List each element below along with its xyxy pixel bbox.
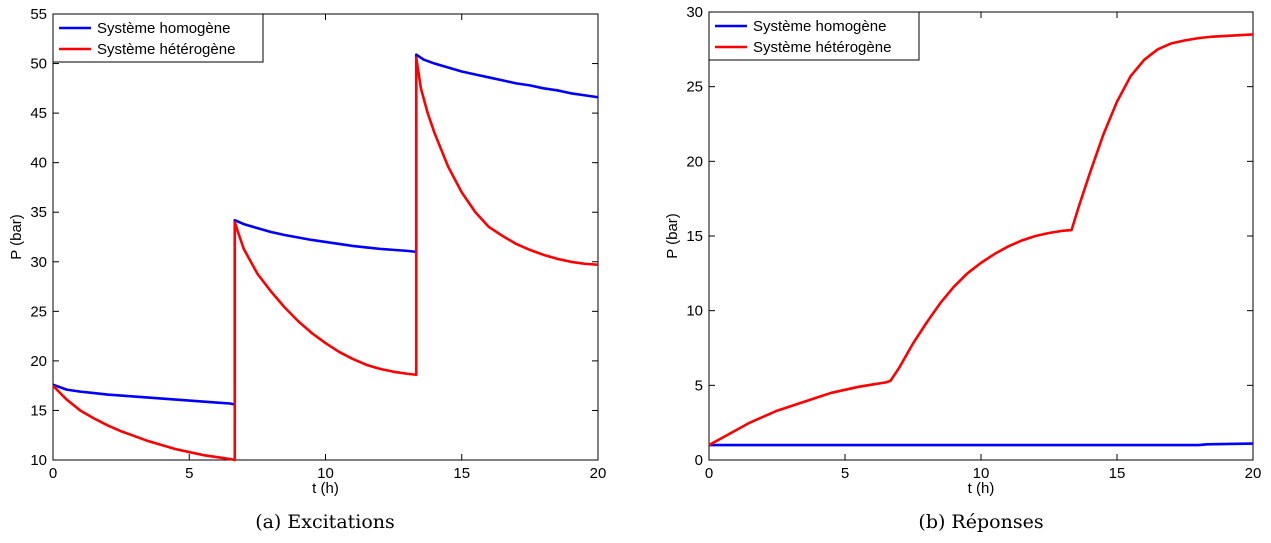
y-tick-label: 40 <box>30 155 47 172</box>
y-tick-label: 25 <box>30 303 47 320</box>
plot-area <box>52 13 599 461</box>
series-line-heterogene <box>52 56 599 462</box>
figure-caption: (a) Excitations <box>255 511 395 533</box>
x-axis-label: t (h) <box>312 480 339 497</box>
x-tick-label: 10 <box>973 465 990 482</box>
x-tick-label: 15 <box>1109 465 1126 482</box>
y-tick-label: 10 <box>686 303 703 320</box>
series-lines <box>708 33 1254 447</box>
series-lines <box>52 53 599 462</box>
series-line-heterogene <box>708 33 1254 447</box>
y-tick-label: 5 <box>695 377 703 394</box>
chart-panel-excitations: 0 5 10 15 20 10 15 20 25 30 35 40 45 50 55 t (h) P (ba… <box>8 6 606 533</box>
y-tick-label: 30 <box>30 254 47 271</box>
x-tick-label: 5 <box>185 465 193 482</box>
y-axis-label: P (bar) <box>8 214 25 260</box>
y-tick-label: 0 <box>695 452 703 469</box>
legend: Système homogène Système hétérogène <box>52 13 264 63</box>
y-tick-label: 45 <box>30 105 47 122</box>
y-tick-label: 50 <box>30 56 47 73</box>
axis-ticks: 0 5 10 15 20 0 5 10 15 20 25 30 <box>686 4 1261 482</box>
chart-panel-reponses: 0 5 10 15 20 0 5 10 15 20 25 30 t (h) P (bar) Systè… <box>664 4 1261 533</box>
x-tick-label: 15 <box>453 465 470 482</box>
x-tick-label: 5 <box>841 465 849 482</box>
y-tick-label: 20 <box>30 353 47 370</box>
y-tick-label: 15 <box>686 228 703 245</box>
x-tick-label: 20 <box>1245 465 1262 482</box>
legend-label: Système hétérogène <box>753 39 891 56</box>
x-tick-label: 10 <box>317 465 334 482</box>
y-tick-label: 35 <box>30 204 47 221</box>
y-tick-label: 55 <box>30 6 47 23</box>
series-line-homogene <box>709 442 1254 447</box>
y-tick-label: 20 <box>686 153 703 170</box>
y-tick-label: 15 <box>30 402 47 419</box>
axis-ticks: 0 5 10 15 20 10 15 20 25 30 35 40 45 50 55 <box>30 6 606 482</box>
x-axis-label: t (h) <box>968 480 995 497</box>
legend: Système homogène Système hétérogène <box>708 11 920 61</box>
y-tick-label: 25 <box>686 79 703 96</box>
legend-label: Système homogène <box>97 20 230 37</box>
series-line-homogene <box>52 53 599 406</box>
y-tick-label: 30 <box>686 4 703 21</box>
x-tick-label: 0 <box>705 465 713 482</box>
y-axis-label: P (bar) <box>664 213 681 259</box>
plot-area <box>708 11 1254 461</box>
x-tick-label: 0 <box>49 465 57 482</box>
x-tick-label: 20 <box>590 465 607 482</box>
legend-box <box>708 11 920 61</box>
legend-label: Système hétérogène <box>97 41 235 58</box>
legend-label: Système homogène <box>753 18 886 35</box>
legend-box <box>52 13 264 63</box>
y-tick-label: 10 <box>30 452 47 469</box>
figure-caption: (b) Réponses <box>918 511 1043 533</box>
